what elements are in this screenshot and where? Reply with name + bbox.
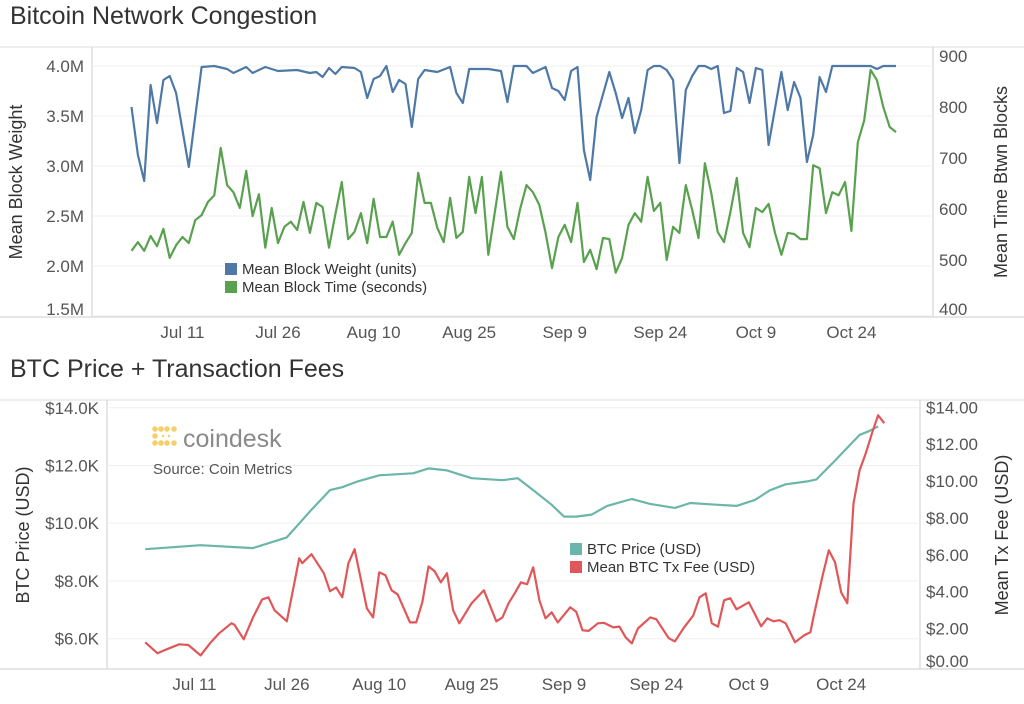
bottom-left-axis-title: BTC Price (USD) (13, 466, 33, 603)
bottom-x-tick-label: Sep 24 (629, 675, 683, 694)
logo-dot (171, 440, 177, 446)
bottom-y2-tick-label: $14.00 (926, 398, 978, 417)
top-series-line-time (130, 68, 897, 274)
top-x-tick-label: Oct 24 (826, 323, 876, 342)
bottom-y2-tick-label: $0.00 (926, 652, 969, 671)
bottom-chart-title: BTC Price + Transaction Fees (10, 355, 345, 383)
logo-dot (164, 440, 170, 446)
legend-swatch-fee (570, 561, 582, 573)
legend-label-time: Mean Block Time (seconds) (242, 279, 427, 296)
bottom-legend: BTC Price (USD) Mean BTC Tx Fee (USD) (570, 541, 755, 576)
top-x-tick-label: Sep 24 (633, 323, 687, 342)
top-series-line-weight (130, 64, 896, 183)
legend-label-fee: Mean BTC Tx Fee (USD) (587, 559, 755, 576)
bottom-series-line-fee (144, 414, 886, 657)
top-y2-tick-label: 600 (939, 200, 967, 219)
top-y2-tick-label: 800 (939, 98, 967, 117)
top-x-tick-label: Jul 26 (255, 323, 300, 342)
legend-swatch-weight (225, 263, 237, 275)
source-credit: Source: Coin Metrics (153, 461, 292, 478)
logo-dot (158, 440, 164, 446)
bottom-y-tick-label: $10.0K (45, 514, 100, 533)
legend-swatch-time (225, 281, 237, 293)
bottom-x-tick-label: Oct 24 (816, 675, 866, 694)
top-legend: Mean Block Weight (units) Mean Block Tim… (225, 261, 427, 296)
bottom-right-axis-title: Mean Tx Fee (USD) (992, 455, 1012, 616)
bottom-y-tick-label: $8.0K (55, 572, 100, 591)
bottom-y2-tick-label: $8.00 (926, 509, 969, 528)
logo-dot (171, 426, 177, 432)
top-y2-tick-label: 700 (939, 149, 967, 168)
logo-dot (167, 434, 171, 438)
top-y-tick-label: 1.5M (46, 300, 84, 319)
top-x-tick-label: Jul 11 (160, 323, 204, 342)
top-y-tick-label: 2.0M (46, 257, 84, 276)
bottom-x-tick-label: Jul 26 (264, 675, 309, 694)
top-y2-tick-label: 500 (939, 251, 967, 270)
top-right-axis-title: Mean Time Btwn Blocks (991, 86, 1011, 278)
top-x-tick-label: Oct 9 (736, 323, 777, 342)
bottom-y-tick-label: $14.0K (45, 399, 100, 418)
coindesk-logo: coindesk (152, 425, 282, 453)
bottom-x-tick-label: Oct 9 (728, 675, 769, 694)
bottom-y2-tick-label: $6.00 (926, 546, 969, 565)
coindesk-logo-text: coindesk (183, 425, 282, 453)
bottom-x-tick-label: Aug 10 (352, 675, 406, 694)
logo-dot (158, 426, 164, 432)
top-left-axis-title: Mean Block Weight (6, 105, 26, 260)
legend-label-weight: Mean Block Weight (units) (242, 261, 417, 278)
top-y-tick-label: 3.0M (46, 157, 84, 176)
bottom-series-line-price (145, 425, 879, 551)
logo-dot (161, 434, 165, 438)
top-y-tick-label: 2.5M (46, 207, 84, 226)
top-y2-tick-label: 900 (939, 47, 967, 66)
logo-dot (152, 426, 158, 432)
top-chart-title: Bitcoin Network Congestion (10, 2, 318, 30)
top-chart: 1.5M 2.0M 2.5M 3.0M 3.5M 4.0M 400 500 600 700 800 9… (0, 46, 1024, 342)
coindesk-logo-icon (152, 426, 177, 446)
top-y-tick-label: 4.0M (46, 57, 84, 76)
legend-swatch-price (570, 543, 582, 555)
bottom-y2-tick-label: $4.00 (926, 583, 969, 602)
bottom-y2-tick-label: $2.00 (926, 619, 969, 638)
logo-dot (164, 426, 170, 432)
logo-dot (152, 433, 158, 439)
top-x-tick-label: Aug 25 (442, 323, 496, 342)
top-y2-tick-label: 400 (939, 300, 967, 319)
bottom-chart: $6.0K $8.0K $10.0K $12.0K $14.0K $0.00 $2.00 $4… (0, 398, 1024, 694)
top-x-tick-label: Aug 10 (347, 323, 401, 342)
bottom-x-tick-label: Jul 11 (172, 675, 216, 694)
bottom-y-tick-label: $6.0K (55, 630, 100, 649)
bottom-y2-tick-label: $10.00 (926, 472, 978, 491)
bottom-x-tick-label: Aug 25 (445, 675, 499, 694)
bottom-y-tick-label: $12.0K (45, 457, 100, 476)
top-y-tick-label: 3.5M (46, 107, 84, 126)
legend-label-price: BTC Price (USD) (587, 541, 701, 558)
bottom-x-tick-label: Sep 9 (542, 675, 586, 694)
logo-dot (152, 440, 158, 446)
top-x-tick-label: Sep 9 (543, 323, 587, 342)
bottom-y2-tick-label: $12.00 (926, 435, 978, 454)
